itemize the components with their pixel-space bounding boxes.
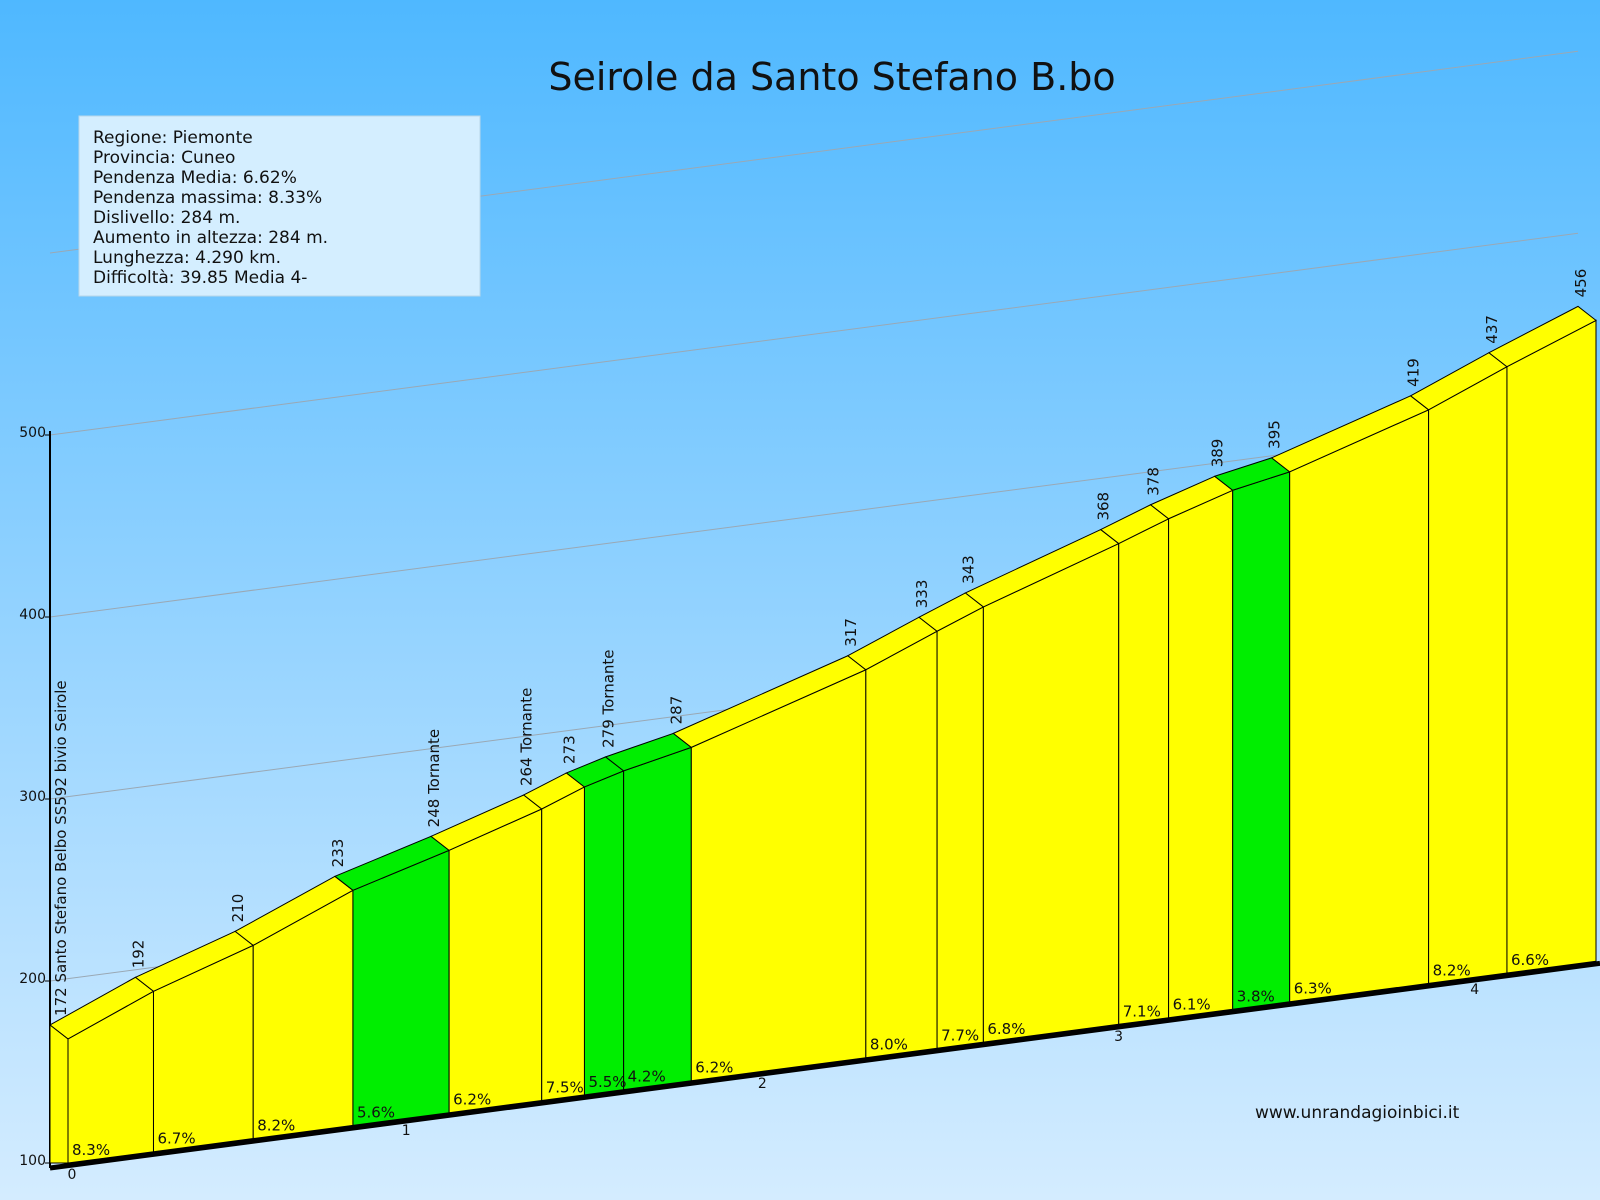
gradient-label: 7.1% [1123,1002,1161,1020]
info-dislivello: Dislivello: 284 m. [93,208,240,228]
segment-face [623,746,692,1091]
elevation-label: 343 [959,555,977,584]
gridline-500 [49,232,1579,436]
gradient-label: 7.7% [941,1026,979,1044]
info-aumento-altezza: Aumento in altezza: 284 m. [93,228,328,248]
elevation-label: 273 [560,735,578,764]
info-pendenza-media: Pendenza Media: 6.62% [93,168,297,188]
gradient-label: 5.6% [357,1103,395,1121]
km-marker-1: 1 [402,1123,411,1139]
gradient-label: 6.2% [453,1091,491,1109]
gradient-label: 6.3% [1294,980,1332,998]
gradient-label: 6.6% [1511,951,1549,969]
gradient-label: 6.7% [157,1130,195,1148]
gradient-label: 8.3% [72,1141,110,1159]
segment-face [1428,365,1508,984]
elevation-label: 456 [1572,269,1590,298]
km-marker-0: 0 [68,1167,77,1183]
y-tick-label: 500 [19,425,46,441]
gradient-label: 6.8% [987,1020,1025,1038]
gradient-label: 8.2% [1433,961,1471,979]
km-marker-3: 3 [1114,1029,1123,1045]
y-tick-label: 300 [19,789,46,805]
elevation-label: 368 [1095,492,1113,521]
elevation-label: 437 [1483,315,1501,344]
gradient-label: 8.2% [257,1117,295,1135]
segment-face [448,808,543,1114]
info-difficolta: Difficoltà: 39.85 Media 4- [93,268,307,288]
profile-segments [49,305,1597,1164]
elevation-label: 279 Tornante [600,649,618,747]
gradient-label: 4.2% [628,1068,666,1086]
info-provincia: Provincia: Cuneo [93,148,235,168]
segment-face [1168,489,1234,1019]
elevation-label: 389 [1209,439,1227,468]
elevation-label: 317 [842,618,860,647]
gradient-label: 5.5% [588,1073,626,1091]
segment-face [1232,471,1291,1010]
gradient-label: 6.2% [695,1059,733,1077]
y-tick-label: 200 [19,971,46,987]
website-credit: www.unrandagioinbici.it [1255,1103,1460,1123]
segment-face [541,786,585,1102]
info-box: Regione: Piemonte Provincia: Cuneo Pende… [78,115,481,297]
elevation-label: 287 [667,696,685,725]
y-tick-label: 400 [19,607,46,623]
segment-face [1289,409,1430,1003]
y-tick-label: 100 [19,1153,46,1169]
info-pendenza-massima: Pendenza massima: 8.33% [93,188,322,208]
ground-baseline: 0 1 2 3 4 [49,960,1600,1183]
gradient-label: 6.1% [1173,996,1211,1014]
elevation-label: 333 [913,580,931,609]
elevation-axis: 100 200 300 400 500 [19,425,51,1169]
segment-face [1506,319,1597,974]
gradient-label: 8.0% [870,1036,908,1054]
chart-title: Seirole da Santo Stefano B.bo [548,55,1115,99]
segment-side [49,1023,69,1164]
profile-labels: 8.3% 6.7% 8.2% 5.6% 6.2% 7.5% 5.5% 4.2% 6.2% 8.0%… [52,269,1590,1159]
ground-line [49,960,1600,1171]
info-regione: Regione: Piemonte [93,128,253,148]
segment-top [1488,305,1597,368]
segment-face [1118,517,1170,1025]
elevation-label: 395 [1266,420,1284,449]
elevation-label: 192 [129,940,147,969]
elevation-label: 419 [1405,358,1423,387]
segment-face [982,542,1120,1043]
elevation-label: 172 Santo Stefano Belbo SS592 bivio Seir… [52,680,70,1016]
km-marker-4: 4 [1470,982,1479,998]
elevation-label: 264 Tornante [518,688,536,786]
km-marker-2: 2 [758,1076,767,1092]
elevation-label: 248 Tornante [425,729,443,827]
segment-face [936,606,984,1049]
gradient-label: 7.5% [546,1078,584,1096]
segment-face [352,849,450,1126]
segment-face [583,770,625,1096]
elevation-label: 233 [329,839,347,868]
elevation-label: 210 [229,894,247,923]
segment-face [865,630,938,1059]
elevation-label: 378 [1145,467,1163,496]
info-box-background [78,115,481,297]
gradient-label: 3.8% [1237,987,1275,1005]
info-lunghezza: Lunghezza: 4.290 km. [93,248,281,268]
